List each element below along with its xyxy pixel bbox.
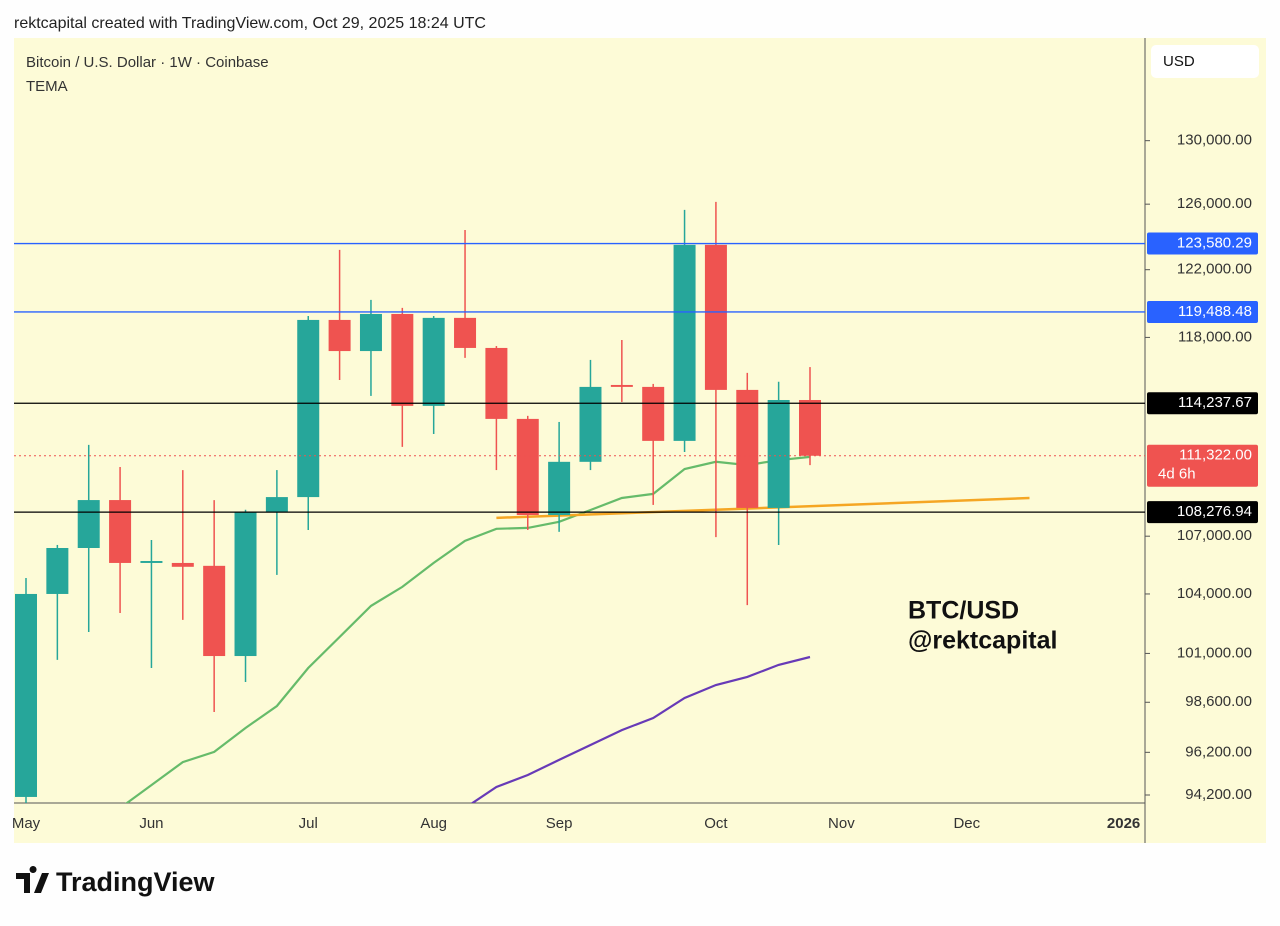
plot xyxy=(15,201,1030,803)
x-tick-label: Dec xyxy=(953,815,980,832)
level-label-box xyxy=(1147,232,1258,255)
annotation: @rektcapital xyxy=(908,627,1057,655)
level-label: 111,322.00 xyxy=(1179,447,1252,464)
y-tick-label: 126,000.00 xyxy=(1177,195,1252,212)
level-label-box xyxy=(1147,444,1258,487)
x-tick-label: Oct xyxy=(704,815,728,832)
countdown: 4d 6h xyxy=(1158,466,1196,483)
candle-body xyxy=(673,244,696,441)
candle-body xyxy=(265,497,288,512)
candle-body xyxy=(328,319,351,352)
candle-body xyxy=(203,565,226,657)
tema-line xyxy=(125,455,811,803)
candle-body xyxy=(297,319,320,498)
level-label: 123,580.29 xyxy=(1177,235,1252,252)
x-tick-label: Nov xyxy=(828,815,855,832)
level-label: 119,488.48 xyxy=(1178,303,1252,320)
candle-body xyxy=(422,317,445,406)
header: rektcapital created with TradingView.com… xyxy=(14,15,486,32)
candle-body xyxy=(454,317,477,348)
candle-body xyxy=(15,593,37,797)
candle-body xyxy=(516,418,539,516)
candle-body xyxy=(359,313,382,352)
brand: TradingView xyxy=(56,867,216,897)
brand-logo: TradingView xyxy=(16,866,216,897)
x-tick-label: May xyxy=(12,815,41,832)
logo-mark xyxy=(16,866,49,893)
y-tick-label: 104,000.00 xyxy=(1177,585,1252,602)
y-tick-label: 118,000.00 xyxy=(1178,328,1252,345)
y-tick-label: 94,200.00 xyxy=(1185,786,1252,803)
chart-title: Bitcoin / U.S. Dollar · 1W · Coinbase xyxy=(26,54,269,71)
chart-background xyxy=(14,38,1266,843)
level-label-box xyxy=(1147,392,1258,415)
x-tick-label: Sep xyxy=(546,815,573,832)
y-tick-label: 96,200.00 xyxy=(1185,743,1252,760)
indicator-name: TEMA xyxy=(26,78,68,95)
tema-line xyxy=(470,655,811,803)
level-label-box xyxy=(1147,300,1258,323)
x-tick-label: Jul xyxy=(299,815,318,832)
candle-body xyxy=(391,313,414,406)
candle-body xyxy=(171,562,194,567)
currency-box xyxy=(1151,45,1259,78)
y-tick-label: 107,000.00 xyxy=(1177,527,1252,544)
candle-body xyxy=(736,389,759,508)
level-label: 114,237.67 xyxy=(1178,394,1252,411)
y-tick-label: 98,600.00 xyxy=(1185,693,1252,710)
x-tick-label: Aug xyxy=(420,815,447,832)
candle-body xyxy=(704,244,727,390)
candle-body xyxy=(46,547,69,594)
candle-body xyxy=(485,347,508,419)
currency: USD xyxy=(1163,53,1195,70)
candle-body xyxy=(234,511,257,657)
y-tick-label: 122,000.00 xyxy=(1177,261,1252,278)
candle-body xyxy=(767,399,790,508)
x-tick-label: Jun xyxy=(139,815,163,832)
level-label-box xyxy=(1147,501,1258,524)
candle-body xyxy=(140,561,163,563)
candle-body xyxy=(799,399,821,456)
y-tick-label: 130,000.00 xyxy=(1177,132,1252,149)
x-tick-label: 2026 xyxy=(1107,815,1140,832)
trendline xyxy=(496,496,1030,520)
candle-body xyxy=(610,384,633,387)
candle-body xyxy=(642,386,665,441)
annotation: BTC/USD xyxy=(908,597,1019,625)
candle-body xyxy=(109,500,132,563)
level-label: 108,276.94 xyxy=(1177,503,1252,520)
candle-body xyxy=(77,500,100,548)
candle-body xyxy=(548,461,571,516)
y-tick-label: 101,000.00 xyxy=(1177,644,1252,661)
candle-body xyxy=(579,386,602,462)
